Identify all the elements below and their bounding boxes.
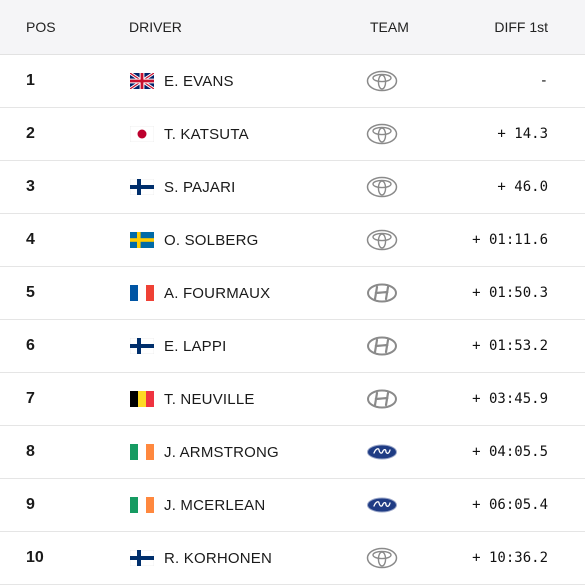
position-number: 10 xyxy=(26,549,44,566)
table-row[interactable]: 1 E. EVANS - xyxy=(0,55,585,108)
time-diff: + 01:50.3 xyxy=(472,285,548,301)
sweden-flag-icon xyxy=(130,214,154,266)
toyota-logo-icon xyxy=(366,161,398,213)
table-row[interactable]: 10 R. KORHONEN + 10:36.2 xyxy=(0,532,585,585)
ireland-flag-icon xyxy=(130,426,154,478)
france-flag-icon xyxy=(130,267,154,319)
table-row[interactable]: 7 T. NEUVILLE + 03:45.9 xyxy=(0,373,585,426)
column-header-pos[interactable]: POS xyxy=(26,19,56,35)
column-header-driver[interactable]: DRIVER xyxy=(129,19,182,35)
driver-name[interactable]: E. LAPPI xyxy=(164,337,227,355)
toyota-logo-icon xyxy=(366,55,398,107)
hyundai-logo-icon xyxy=(366,373,398,425)
driver-name[interactable]: E. EVANS xyxy=(164,72,234,90)
ireland-flag-icon xyxy=(130,479,154,531)
time-diff: + 03:45.9 xyxy=(472,391,548,407)
time-diff: + 01:53.2 xyxy=(472,338,548,354)
driver-name[interactable]: S. PAJARI xyxy=(164,178,236,196)
time-diff: + 04:05.5 xyxy=(472,444,548,460)
table-row[interactable]: 4 O. SOLBERG + 01:11.6 xyxy=(0,214,585,267)
driver-name[interactable]: T. NEUVILLE xyxy=(164,390,255,408)
position-number: 7 xyxy=(26,390,35,407)
table-row[interactable]: 3 S. PAJARI + 46.0 xyxy=(0,161,585,214)
time-diff: - xyxy=(539,73,548,89)
uk-flag-icon xyxy=(130,55,154,107)
position-number: 3 xyxy=(26,178,35,195)
driver-name[interactable]: T. KATSUTA xyxy=(164,125,249,143)
japan-flag-icon xyxy=(130,108,154,160)
position-number: 9 xyxy=(26,496,35,513)
table-row[interactable]: 5 A. FOURMAUX + 01:50.3 xyxy=(0,267,585,320)
table-row[interactable]: 8 J. ARMSTRONG + 04:05.5 xyxy=(0,426,585,479)
driver-name[interactable]: J. MCERLEAN xyxy=(164,496,266,514)
table-row[interactable]: 6 E. LAPPI + 01:53.2 xyxy=(0,320,585,373)
time-diff: + 14.3 xyxy=(497,126,548,142)
table-body: 1 E. EVANS - 2 T. KATSUTA + 14.3 3 S. PAJARI + 4… xyxy=(0,55,585,585)
position-number: 2 xyxy=(26,125,35,142)
table-row[interactable]: 2 T. KATSUTA + 14.3 xyxy=(0,108,585,161)
hyundai-logo-icon xyxy=(366,267,398,319)
finland-flag-icon xyxy=(130,161,154,213)
position-number: 6 xyxy=(26,337,35,354)
ford-logo-icon xyxy=(366,426,398,478)
ford-logo-icon xyxy=(366,479,398,531)
time-diff: + 10:36.2 xyxy=(472,550,548,566)
position-number: 8 xyxy=(26,443,35,460)
finland-flag-icon xyxy=(130,532,154,584)
toyota-logo-icon xyxy=(366,108,398,160)
hyundai-logo-icon xyxy=(366,320,398,372)
position-number: 5 xyxy=(26,284,35,301)
driver-name[interactable]: R. KORHONEN xyxy=(164,549,273,567)
driver-name[interactable]: A. FOURMAUX xyxy=(164,284,271,302)
column-header-diff[interactable]: DIFF 1st xyxy=(494,19,548,35)
time-diff: + 46.0 xyxy=(497,179,548,195)
time-diff: + 01:11.6 xyxy=(472,232,548,248)
time-diff: + 06:05.4 xyxy=(472,497,548,513)
toyota-logo-icon xyxy=(366,214,398,266)
table-header: POS DRIVER TEAM DIFF 1st xyxy=(0,0,585,55)
column-header-team[interactable]: TEAM xyxy=(370,19,409,35)
driver-name[interactable]: O. SOLBERG xyxy=(164,231,259,249)
belgium-flag-icon xyxy=(130,373,154,425)
table-row[interactable]: 9 J. MCERLEAN + 06:05.4 xyxy=(0,479,585,532)
position-number: 4 xyxy=(26,231,35,248)
driver-name[interactable]: J. ARMSTRONG xyxy=(164,443,279,461)
position-number: 1 xyxy=(26,72,35,89)
finland-flag-icon xyxy=(130,320,154,372)
toyota-logo-icon xyxy=(366,532,398,584)
